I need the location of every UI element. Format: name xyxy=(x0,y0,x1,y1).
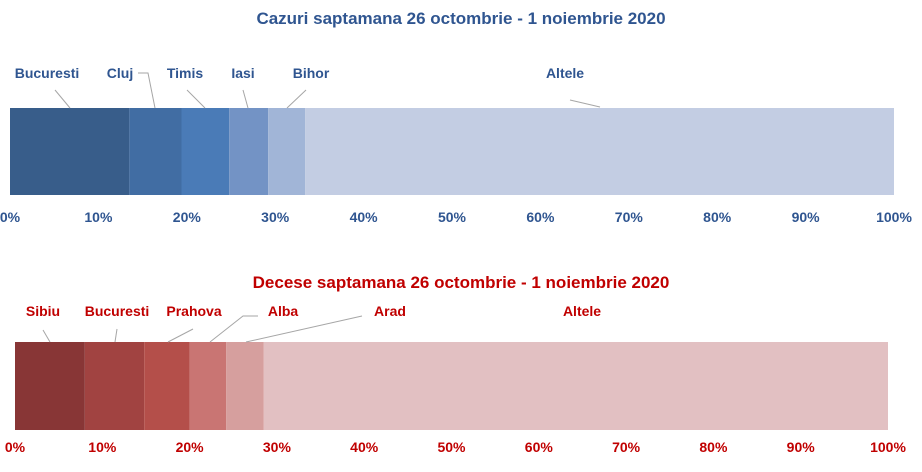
x-tick-label: 40% xyxy=(350,439,379,455)
bar-segment-bihor xyxy=(268,108,306,195)
leader-line xyxy=(245,315,363,343)
segment-label: Alba xyxy=(268,303,299,319)
leader-line xyxy=(286,89,307,109)
leader-line xyxy=(138,72,156,109)
bar-segment-altele xyxy=(305,108,895,195)
x-tick-label: 100% xyxy=(870,439,906,455)
segment-label: Timis xyxy=(167,65,204,81)
x-tick-label: 80% xyxy=(703,209,732,225)
leader-line xyxy=(167,328,194,343)
bar-segment-altele xyxy=(263,342,888,430)
segment-label: Bucuresti xyxy=(85,303,150,319)
bar-segment-cluj xyxy=(129,108,182,195)
x-tick-label: 90% xyxy=(787,439,816,455)
segment-label: Arad xyxy=(374,303,406,319)
leader-line xyxy=(242,89,249,109)
chart-title: Cazuri saptamana 26 octombrie - 1 noiemb… xyxy=(256,9,665,28)
segment-label: Iasi xyxy=(231,65,254,81)
segment-label: Cluj xyxy=(107,65,133,81)
x-tick-label: 80% xyxy=(699,439,728,455)
leader-line xyxy=(54,89,71,109)
leader-line xyxy=(42,329,51,343)
bar-segment-bucuresti xyxy=(10,108,130,195)
segment-label: Bucuresti xyxy=(15,65,80,81)
bar-segment-bucuresti xyxy=(84,342,145,430)
x-tick-label: 40% xyxy=(350,209,379,225)
x-tick-label: 10% xyxy=(84,209,113,225)
x-tick-label: 70% xyxy=(615,209,644,225)
bar-segment-timis xyxy=(181,108,230,195)
x-tick-label: 30% xyxy=(263,439,292,455)
x-tick-label: 0% xyxy=(0,209,21,225)
x-tick-label: 10% xyxy=(88,439,117,455)
x-tick-label: 0% xyxy=(5,439,26,455)
bar-segment-prahova xyxy=(144,342,190,430)
x-tick-label: 30% xyxy=(261,209,290,225)
segment-label: Altele xyxy=(546,65,584,81)
leader-line xyxy=(209,315,258,343)
x-tick-label: 60% xyxy=(525,439,554,455)
bar-segment-iasi xyxy=(229,108,269,195)
x-tick-label: 60% xyxy=(526,209,555,225)
x-tick-label: 20% xyxy=(176,439,205,455)
x-tick-label: 70% xyxy=(612,439,641,455)
leader-line xyxy=(186,89,206,109)
chart-0: Cazuri saptamana 26 octombrie - 1 noiemb… xyxy=(0,9,912,225)
chart-title: Decese saptamana 26 octombrie - 1 noiemb… xyxy=(253,273,670,292)
bar-segment-sibiu xyxy=(15,342,85,430)
bar-segment-arad xyxy=(226,342,264,430)
leader-line xyxy=(114,328,118,343)
segment-label: Altele xyxy=(563,303,601,319)
bar-segment-alba xyxy=(189,342,227,430)
x-tick-label: 100% xyxy=(876,209,912,225)
segment-label: Prahova xyxy=(166,303,221,319)
x-tick-label: 20% xyxy=(173,209,202,225)
x-tick-label: 90% xyxy=(792,209,821,225)
leader-line xyxy=(569,99,601,108)
x-tick-label: 50% xyxy=(437,439,466,455)
x-tick-label: 50% xyxy=(438,209,467,225)
chart-1: Decese saptamana 26 octombrie - 1 noiemb… xyxy=(5,273,907,455)
segment-label: Bihor xyxy=(293,65,330,81)
segment-label: Sibiu xyxy=(26,303,60,319)
